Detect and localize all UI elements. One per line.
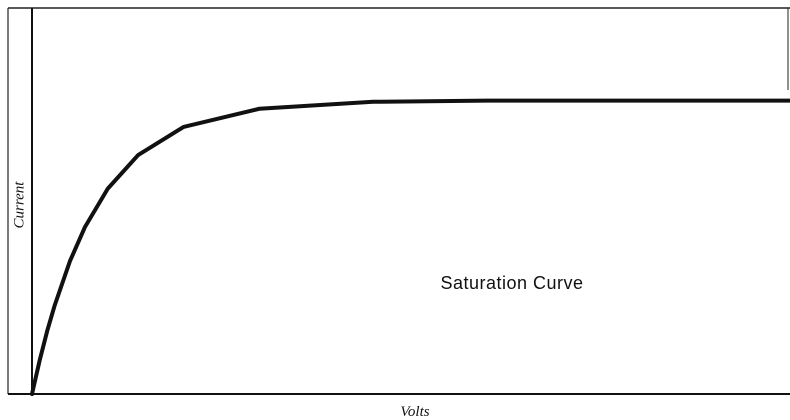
line [30,98,790,396]
x-axis-title: Volts [400,404,429,420]
annotation: Saturation Curve [440,273,583,293]
y-axis-title: Current [11,181,27,229]
